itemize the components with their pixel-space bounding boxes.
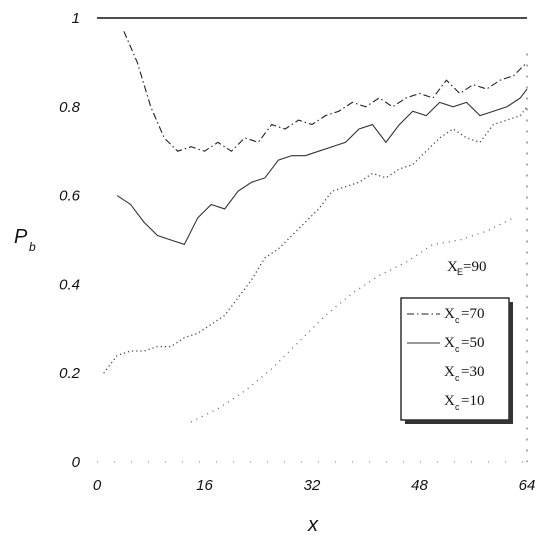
legend-label-sub: c [455,373,460,383]
xe-note-main: X [447,259,458,275]
legend-label-main: X [444,306,455,322]
legend-shadow-bottom [405,420,513,424]
axes-layer: 0 0.2 0.4 0.6 0.8 1 0 16 32 48 64 [59,10,535,494]
series-line-2 [116,88,528,246]
x-tick-label: 16 [196,477,213,494]
x-tick-label: 0 [93,477,102,494]
xe-note: X E =90 [447,259,486,277]
x-axis-label: x [307,514,319,536]
legend-label-value: =50 [461,335,484,351]
y-tick-label: 0.2 [59,365,81,382]
legend-label-main: X [444,335,455,351]
legend-shadow-right [509,302,513,424]
legend-label-main: X [444,393,455,409]
y-tick-label: 1 [72,10,80,27]
y-tick-label: 0.8 [59,99,81,116]
xe-note-value: =90 [463,259,486,275]
legend-label-value: =70 [461,306,484,322]
x-tick-label: 32 [304,477,321,494]
x-tick-label: 64 [519,477,536,494]
y-tick-label: 0.6 [59,188,81,205]
x-tick-label: 48 [411,477,428,494]
series-line-1 [123,31,528,152]
y-axis-label-subscript: b [29,240,36,254]
series-layer [97,17,528,423]
legend-label-value: =30 [461,364,484,380]
legend-label-main: X [444,364,455,380]
y-axis-label: P [14,226,28,248]
legend-label-sub: c [455,402,460,412]
legend-label-sub: c [455,315,460,325]
y-tick-label: 0.4 [59,276,80,293]
legend-label-sub: c [455,344,460,354]
y-tick-label: 0 [72,454,81,471]
xe-note-sub: E [457,267,463,277]
legend-label-value: =10 [461,393,484,409]
